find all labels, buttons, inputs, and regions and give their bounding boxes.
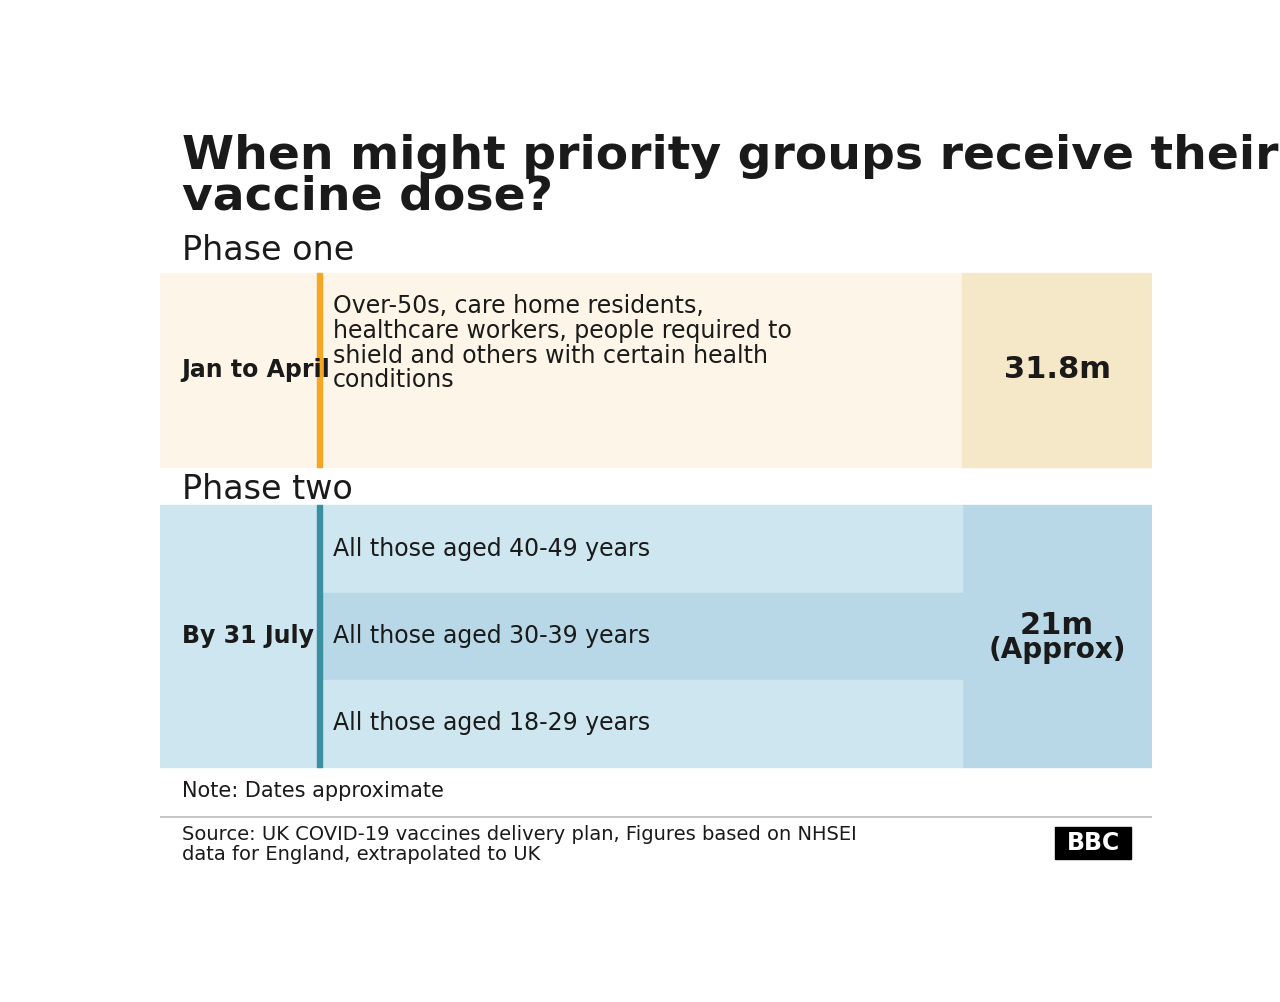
Bar xyxy=(317,505,323,768)
Text: Jan to April: Jan to April xyxy=(182,358,330,382)
Text: Phase two: Phase two xyxy=(182,473,352,506)
Text: When might priority groups receive their first: When might priority groups receive their… xyxy=(182,134,1280,179)
Bar xyxy=(160,273,963,467)
Bar xyxy=(160,505,319,768)
Text: Source: UK COVID-19 vaccines delivery plan, Figures based on NHSEI: Source: UK COVID-19 vaccines delivery pl… xyxy=(182,825,856,844)
Bar xyxy=(963,505,1152,768)
Text: shield and others with certain health: shield and others with certain health xyxy=(333,344,768,368)
Text: Phase one: Phase one xyxy=(182,234,355,268)
Text: 31.8m: 31.8m xyxy=(1004,356,1111,384)
Text: Over-50s, care home residents,: Over-50s, care home residents, xyxy=(333,295,704,319)
Bar xyxy=(317,273,323,467)
Text: data for England, extrapolated to UK: data for England, extrapolated to UK xyxy=(182,845,540,864)
Text: 21m: 21m xyxy=(1020,611,1094,640)
Text: By 31 July: By 31 July xyxy=(182,624,314,648)
Bar xyxy=(1055,827,1132,860)
Bar xyxy=(319,592,963,679)
Text: All those aged 30-39 years: All those aged 30-39 years xyxy=(333,624,650,648)
Text: conditions: conditions xyxy=(333,368,454,392)
Bar xyxy=(319,679,963,768)
Bar xyxy=(319,505,963,592)
Bar xyxy=(963,273,1152,467)
Text: BBC: BBC xyxy=(1066,832,1120,856)
Text: Note: Dates approximate: Note: Dates approximate xyxy=(182,781,444,801)
Text: vaccine dose?: vaccine dose? xyxy=(182,174,553,219)
Text: healthcare workers, people required to: healthcare workers, people required to xyxy=(333,319,792,343)
Text: All those aged 18-29 years: All those aged 18-29 years xyxy=(333,711,650,735)
Text: All those aged 40-49 years: All those aged 40-49 years xyxy=(333,537,650,561)
Text: (Approx): (Approx) xyxy=(988,636,1126,664)
